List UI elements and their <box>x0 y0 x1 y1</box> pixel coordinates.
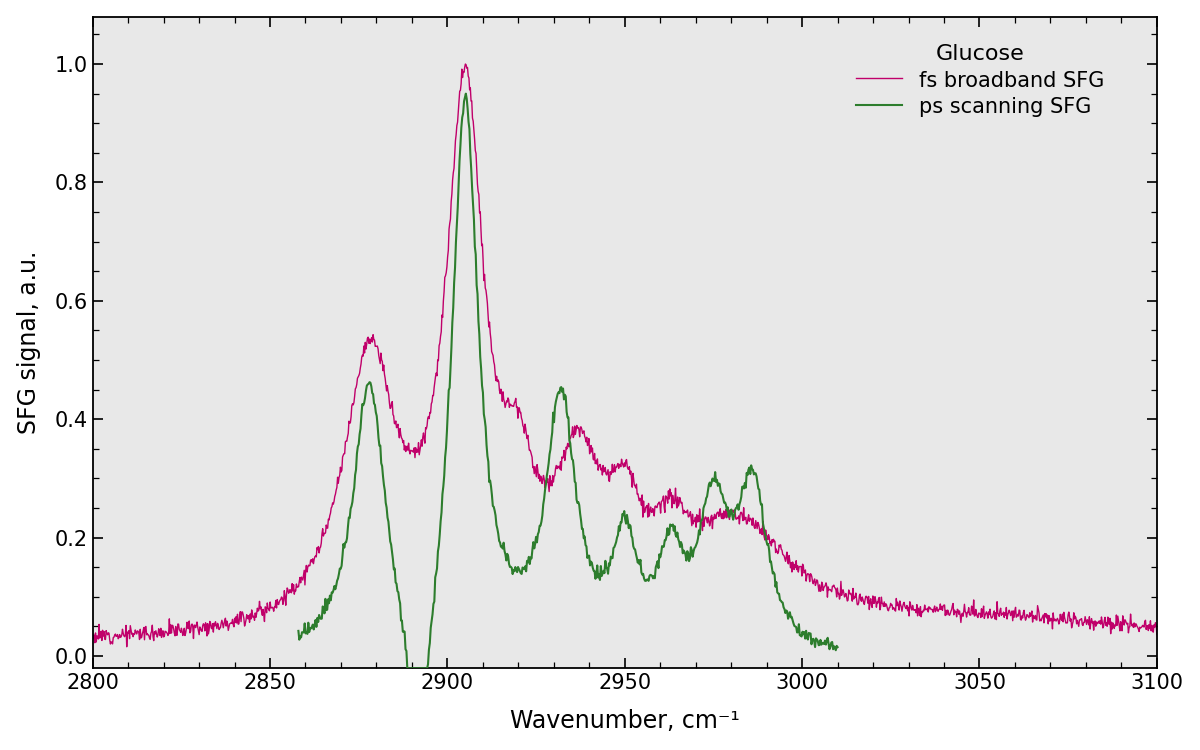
fs broadband SFG <box>580 433 594 442</box>
ps scanning SFG <box>611 530 625 539</box>
fs broadband SFG <box>692 505 707 514</box>
ps scanning SFG <box>431 547 445 556</box>
ps scanning SFG <box>292 626 306 635</box>
ps scanning SFG <box>698 494 713 502</box>
fs broadband SFG <box>539 477 553 486</box>
fs broadband SFG <box>458 59 473 68</box>
fs broadband SFG <box>560 439 575 448</box>
ps scanning SFG <box>400 664 414 673</box>
Legend: fs broadband SFG, ps scanning SFG: fs broadband SFG, ps scanning SFG <box>846 34 1115 128</box>
ps scanning SFG <box>386 565 401 574</box>
fs broadband SFG <box>1150 630 1164 639</box>
ps scanning SFG <box>536 494 551 503</box>
X-axis label: Wavenumber, cm⁻¹: Wavenumber, cm⁻¹ <box>510 710 739 734</box>
fs broadband SFG <box>212 625 227 634</box>
Y-axis label: SFG signal, a.u.: SFG signal, a.u. <box>17 251 41 434</box>
ps scanning SFG <box>830 643 845 652</box>
Line: ps scanning SFG: ps scanning SFG <box>299 94 838 668</box>
ps scanning SFG <box>458 89 473 98</box>
fs broadband SFG <box>120 642 134 651</box>
fs broadband SFG <box>85 630 100 639</box>
Line: fs broadband SFG: fs broadband SFG <box>92 64 1157 646</box>
fs broadband SFG <box>168 622 182 631</box>
ps scanning SFG <box>653 553 667 562</box>
